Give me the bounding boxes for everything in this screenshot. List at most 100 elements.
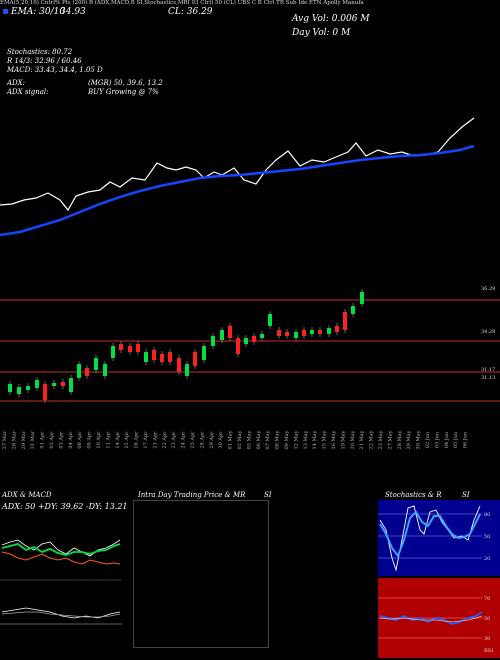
candle	[318, 330, 322, 334]
candle	[252, 336, 256, 342]
candle	[43, 384, 47, 400]
candle	[8, 384, 12, 392]
date-tick-label: 01 Apr	[40, 431, 46, 449]
candle	[202, 346, 206, 360]
date-tick-label: 08 May	[275, 430, 281, 449]
adx-line	[1, 539, 121, 557]
stochastics-readout: Stochastics: 80.72	[7, 48, 73, 56]
candle	[17, 387, 21, 394]
date-tick-label: 01 May	[228, 430, 234, 449]
candle	[128, 346, 132, 352]
date-tick-label: 08 Apr	[77, 431, 83, 449]
candle	[244, 338, 248, 344]
date-tick-label: 21 Apr	[152, 431, 158, 449]
candle	[177, 358, 181, 372]
candle	[193, 352, 197, 366]
candle	[236, 338, 240, 354]
ema-label: EMA: 30/10	[11, 7, 66, 17]
date-tick-label: 05 Jun	[453, 431, 459, 448]
date-tick-label: 30 May	[416, 430, 422, 449]
date-tick-label: 09 May	[284, 430, 290, 449]
candle	[302, 330, 306, 336]
date-tick-label: 14 Apr	[115, 431, 121, 449]
date-tick-label: 29 May	[406, 430, 412, 449]
date-tick-label: 04 Jun	[444, 431, 450, 448]
intraday-panel-suffix: SI	[264, 491, 272, 499]
candle	[119, 344, 123, 350]
candle	[310, 330, 314, 334]
adx-panel-title: ADX & MACD	[2, 491, 52, 499]
date-tick-label: 09 Apr	[87, 431, 93, 449]
date-tick-label: 21 May	[359, 430, 365, 449]
stoch-k-line	[379, 505, 481, 572]
date-tick-label: 15 May	[322, 430, 328, 449]
intraday-panel	[133, 500, 269, 648]
candle	[136, 344, 140, 352]
stochastics-panel: 80 50 20	[378, 500, 500, 576]
candle	[260, 334, 264, 338]
adx-values: (MGR) 50, 39.6, 13.2	[88, 79, 163, 87]
date-tick-label: 02 Jun	[425, 431, 431, 448]
candle	[168, 352, 172, 362]
candle	[185, 364, 189, 376]
rsi-panel: 70 50 30 RSI	[378, 578, 500, 658]
candle	[211, 336, 215, 346]
date-tick-label: 28 May	[397, 430, 403, 449]
adx-label: ADX:	[7, 79, 26, 87]
candle	[35, 380, 39, 388]
price-chart: 36.29 34.29 31.17 31.13 27 Mar 28 Mar 29 M…	[0, 117, 500, 449]
date-axis: 27 Mar 28 Mar 29 Mar 31 Mar 01 Apr 02 Apr 03 A…	[2, 430, 469, 449]
adx-macd-panel: ADX: 50 +DY: 39.62 -DY: 13.21	[0, 500, 128, 648]
date-tick-label: 16 Apr	[134, 431, 140, 449]
date-tick-label: 02 May	[237, 430, 243, 449]
date-tick-label: 24 Apr	[181, 431, 187, 449]
candles	[8, 289, 364, 403]
level-label-1: 36.29	[481, 286, 495, 292]
candle	[327, 328, 331, 334]
buy-signal: BUY Growing @ 7%	[88, 88, 159, 96]
date-tick-label: 04 Apr	[68, 431, 74, 449]
candle	[103, 364, 107, 376]
stoch-level-label-20: 20	[484, 556, 490, 562]
candle	[144, 352, 148, 362]
candle	[111, 346, 115, 358]
intraday-panel-title: Intra Day Trading Price & MR	[138, 491, 246, 499]
date-tick-label: 31 Mar	[30, 430, 36, 449]
candle	[94, 358, 98, 370]
candle	[85, 368, 89, 376]
date-tick-label: 10 Apr	[96, 431, 102, 449]
candle	[61, 382, 65, 386]
stoch-panel-title: Stochastics & R	[385, 491, 442, 499]
date-tick-label: 22 May	[369, 430, 375, 449]
stoch-d-line	[379, 510, 481, 559]
rsi-level-label-70: 70	[484, 596, 490, 602]
candle	[268, 314, 272, 326]
stoch-panel-suffix: SI	[462, 491, 470, 499]
macd-readout: MACD: 33.43, 34.4, 1.05 D	[7, 66, 103, 74]
close-label: CL: 36.29	[168, 7, 213, 17]
plus-di-line	[1, 543, 121, 556]
date-tick-label: 17 Apr	[143, 431, 149, 449]
stoch-level-label-50: 50	[484, 534, 490, 540]
candle	[77, 364, 81, 378]
minus-di-line	[1, 551, 121, 565]
date-tick-label: 22 Apr	[162, 431, 168, 449]
date-tick-label: 23 May	[378, 430, 384, 449]
chart-header-line: EMA(5,20,10) Cntrl% Pts (200) B (ADX,MAC…	[0, 0, 364, 6]
legend-swatch-icon	[3, 9, 8, 14]
price-line	[0, 117, 475, 212]
date-tick-label: 13 May	[303, 430, 309, 449]
date-tick-label: 29 Apr	[209, 431, 215, 449]
ema-line	[0, 144, 475, 237]
date-tick-label: 02 Apr	[49, 431, 55, 449]
candle	[360, 292, 364, 304]
date-tick-label: 12 May	[293, 430, 299, 449]
date-tick-label: 11 Apr	[105, 431, 111, 449]
candle	[69, 378, 73, 392]
rsi-level-label-30: 30	[484, 636, 490, 642]
level-label-3: 31.17	[481, 367, 495, 373]
stoch-level-label-80: 80	[484, 512, 490, 518]
rsi-white-line	[379, 615, 483, 623]
date-tick-label: 20 May	[350, 430, 356, 449]
rsi-readout: R 14/3: 32.96 / 60.46	[7, 57, 82, 65]
